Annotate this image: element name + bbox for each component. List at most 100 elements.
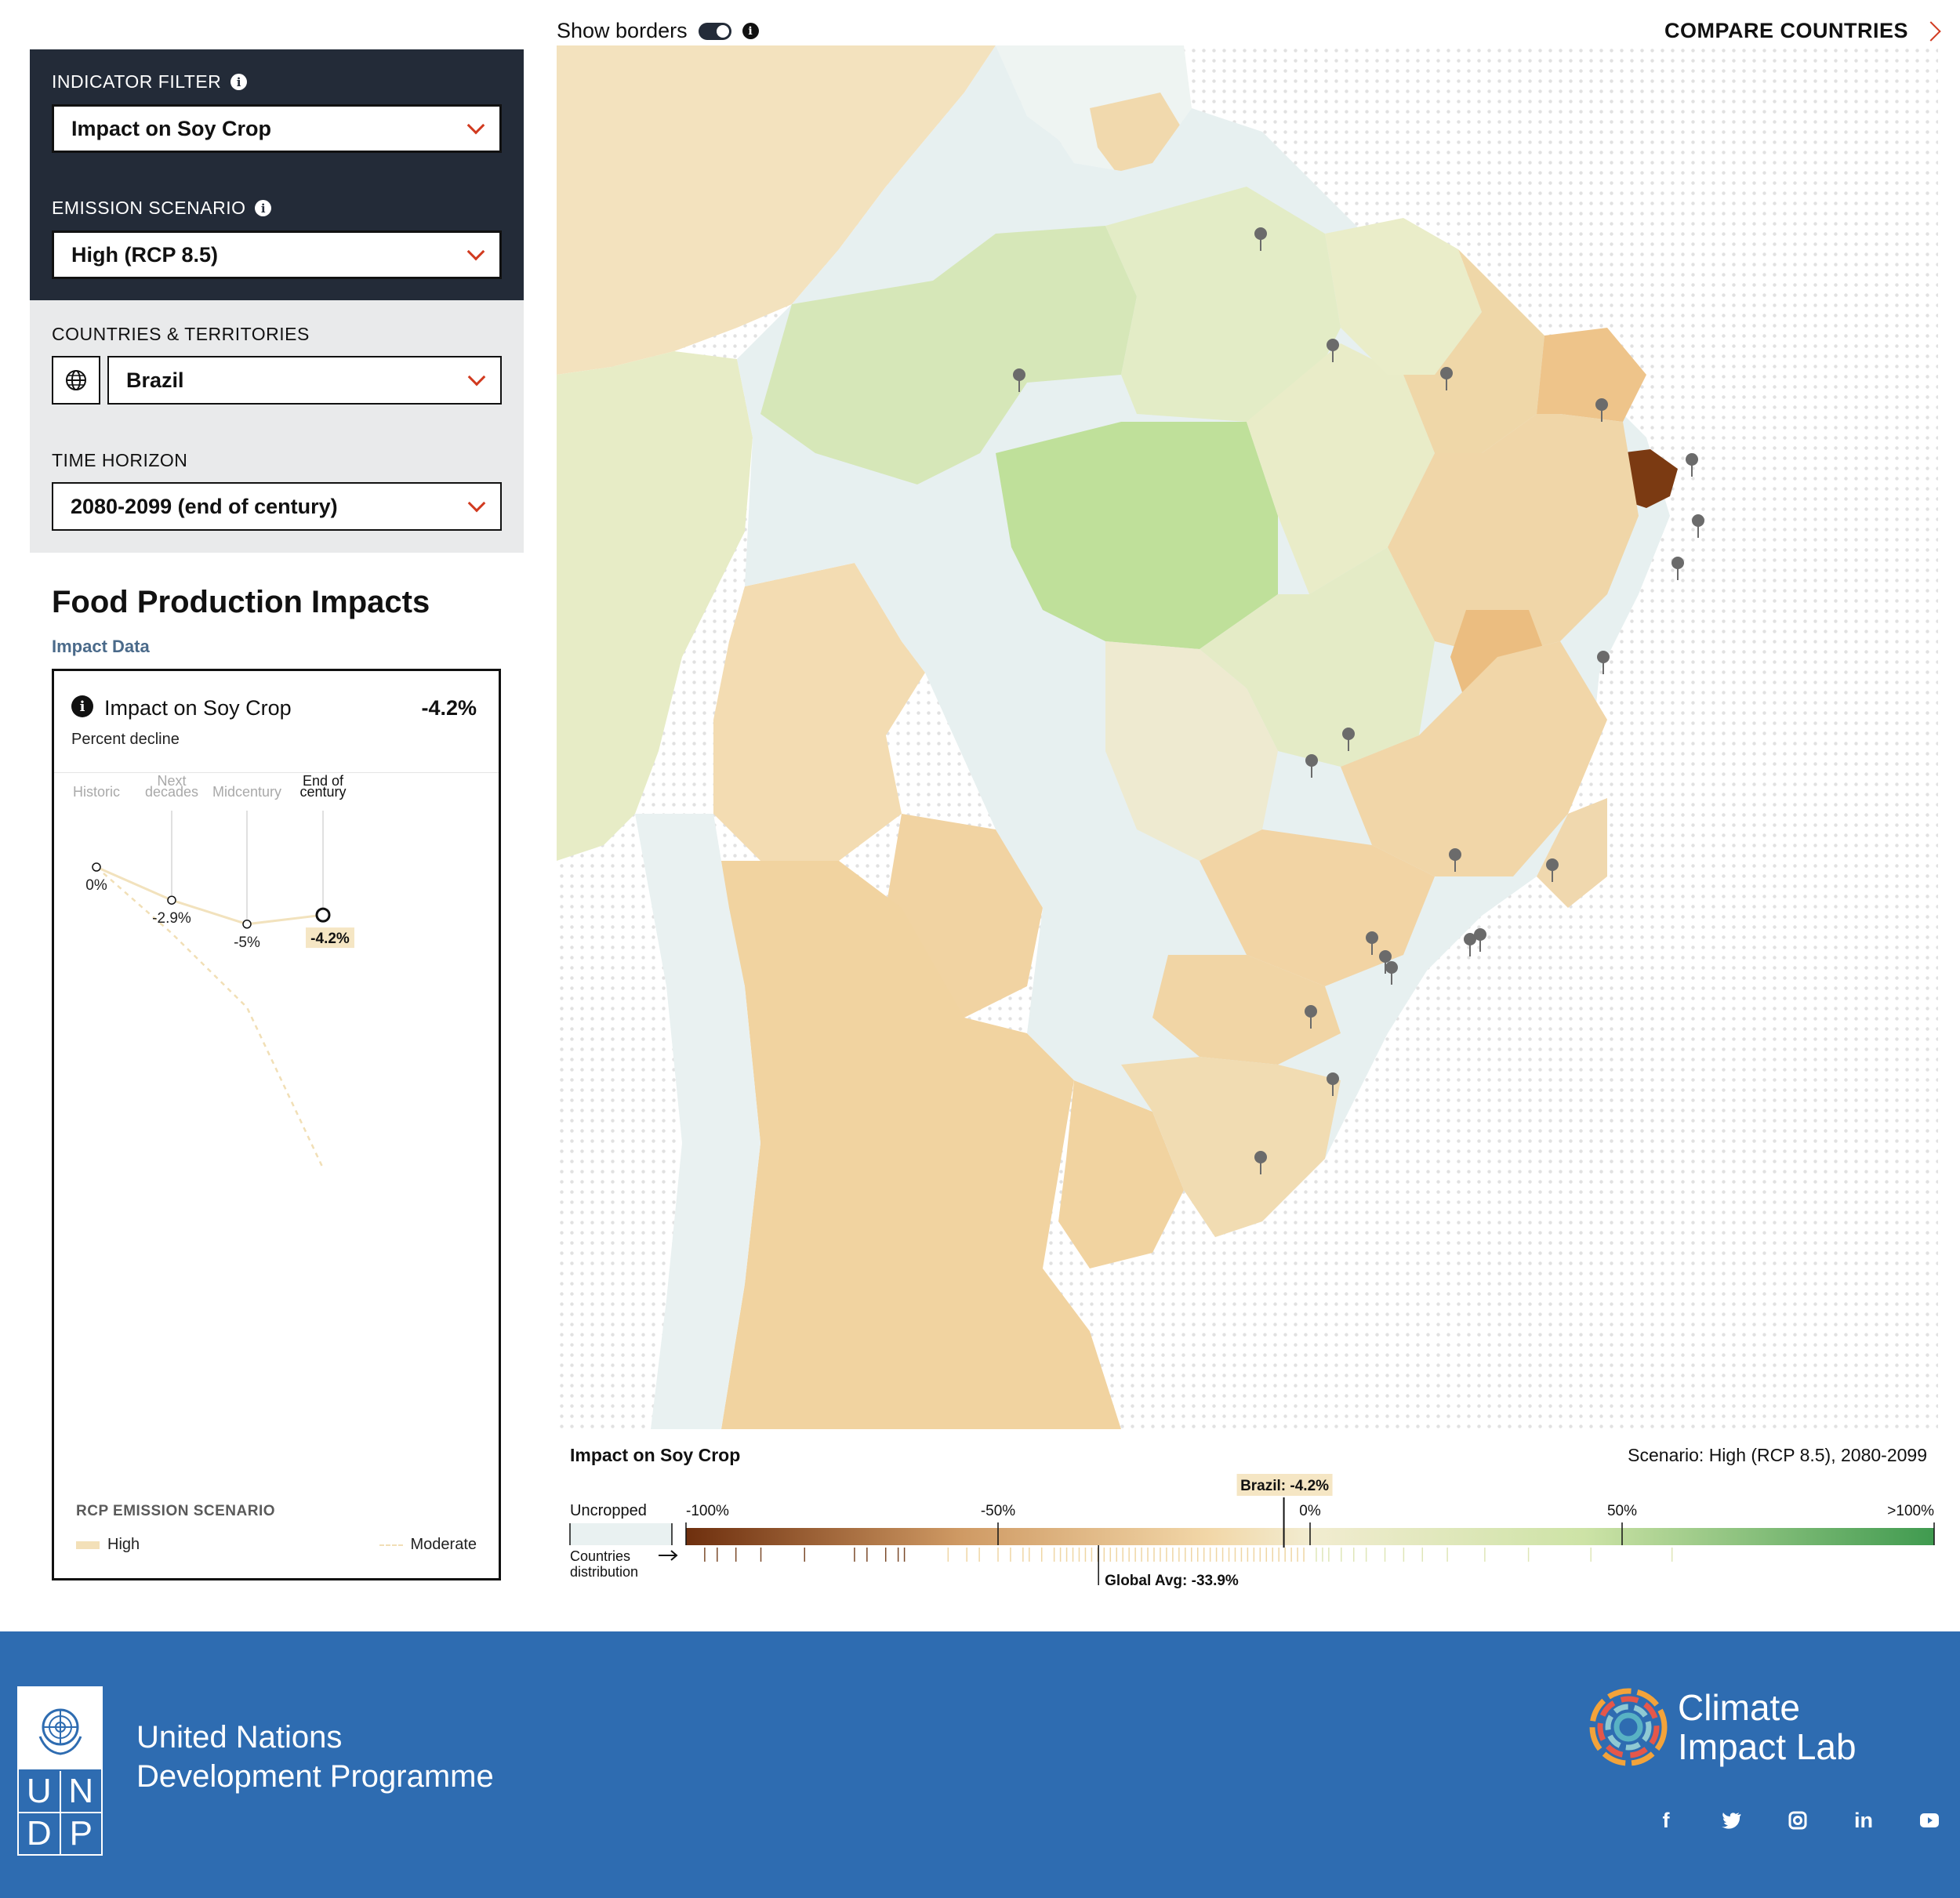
map-pin[interactable] [1254,1151,1267,1174]
impact-card-header: i Impact on Soy Crop -4.2% Percent decli… [54,671,499,773]
period-label: Next [157,773,186,789]
footer: U N D P United Nations Development Progr… [0,1631,1960,1898]
brazil-marker-bg [1236,1474,1333,1496]
indicator-filter-heading: INDICATOR FILTER i [52,71,248,93]
map-pin[interactable] [1013,368,1025,392]
map-region-amazonas[interactable] [760,226,1137,484]
map-pin[interactable] [1595,398,1608,422]
map-region-espirito-santo[interactable] [1537,798,1607,908]
youtube-icon[interactable] [1918,1809,1941,1832]
choropleth-map[interactable] [557,45,1938,1429]
indicator-select[interactable]: Impact on Soy Crop [52,104,502,153]
time-horizon-select[interactable]: 2080-2099 (end of century) [52,482,502,531]
compare-countries-link[interactable]: COMPARE COUNTRIES [1664,19,1941,43]
data-point[interactable] [242,920,252,929]
color-legend-title: Impact on Soy Crop [570,1445,741,1465]
data-point[interactable] [92,862,101,872]
map-pin[interactable] [1385,961,1398,985]
scale-tick-label: -50% [981,1503,1015,1519]
map-pin[interactable] [1546,858,1559,882]
undp-logo[interactable]: U N D P [17,1686,103,1856]
data-label: -4.2% [310,931,350,947]
map-region-chile[interactable] [635,814,760,1429]
map-pin[interactable] [1342,728,1355,751]
map-region-parana[interactable] [1152,955,1341,1065]
map-region-uruguay[interactable] [1058,1080,1184,1268]
period-label: Midcentury [212,784,281,800]
chevron-down-icon [466,116,485,135]
map-pins [1013,227,1704,1174]
climate-impact-lab-logo-icon[interactable] [1588,1686,1669,1768]
map-region-bolivia[interactable] [713,563,925,861]
period-label: century [299,784,346,800]
map-pin[interactable] [1366,931,1378,955]
globe-button[interactable] [52,356,100,405]
map-region-tocantins[interactable] [1247,343,1435,594]
map-svg[interactable] [557,45,1938,1429]
color-legend-scenario: Scenario: High (RCP 8.5), 2080-2099 [1628,1445,1927,1465]
climate-impact-lab-name: Climate Impact Lab [1678,1687,1857,1767]
map-pin[interactable] [1671,557,1684,580]
svg-text:distribution: distribution [570,1564,638,1580]
instagram-icon[interactable] [1786,1809,1809,1832]
map-region-piaui-ceara[interactable] [1403,249,1544,453]
chevron-right-icon [1921,20,1941,42]
linkedin-icon[interactable]: in [1854,1808,1873,1832]
period-label: decades [145,784,198,800]
map-region-rn-pb[interactable] [1537,328,1646,422]
map-region-sao-paulo[interactable] [1200,829,1435,986]
map-pin[interactable] [1327,339,1339,362]
map-region-peru-bolivia[interactable] [557,351,753,861]
map-pin[interactable] [1464,933,1476,956]
period-label: End of [303,773,344,789]
map-pin[interactable] [1379,950,1392,974]
country-select[interactable]: Brazil [107,356,502,405]
map-region-argentina[interactable] [713,861,1121,1429]
map-pin[interactable] [1327,1072,1339,1096]
emission-scenario-select[interactable]: High (RCP 8.5) [52,230,502,279]
data-label: -5% [234,934,260,951]
show-borders-control: Show borders i [557,19,759,43]
series-line-moderate [96,866,325,1169]
chevron-down-icon [467,494,486,513]
global-average-label: Global Avg: -33.9% [1105,1573,1239,1589]
value-label-bg [306,927,354,949]
scale-tick-label: -100% [686,1503,729,1519]
map-pin[interactable] [1692,514,1704,538]
map-region-minas-gerais[interactable] [1341,641,1607,876]
brazil-marker-label: Brazil: -4.2% [1240,1478,1329,1494]
map-region-rio-grande-sul[interactable] [1121,1057,1341,1237]
map-pin[interactable] [1597,651,1610,674]
map-region-venezuela[interactable] [557,45,996,375]
legend-high: High [76,1536,140,1554]
map-region-mato-grosso-sul[interactable] [1105,641,1278,861]
emission-scenario-heading: EMISSION SCENARIO i [52,198,272,219]
map-pin[interactable] [1474,928,1486,952]
map-pin[interactable] [1449,848,1461,872]
map-region-para[interactable] [1105,187,1341,422]
map-pin[interactable] [1686,453,1698,477]
show-borders-toggle[interactable] [698,22,731,40]
info-icon[interactable]: i [255,200,272,216]
impact-card-title: Impact on Soy Crop [104,696,292,720]
data-point[interactable] [315,907,331,923]
map-pin[interactable] [1440,367,1453,390]
data-point[interactable] [167,895,176,905]
info-icon[interactable]: i [71,695,93,717]
map-pin[interactable] [1305,754,1318,778]
twitter-icon[interactable] [1720,1809,1744,1832]
impact-card: i Impact on Soy Crop -4.2% Percent decli… [52,669,501,1580]
legend-high-swatch [76,1541,100,1549]
map-pin[interactable] [1254,227,1267,251]
globe-icon [66,370,86,390]
countries-heading: COUNTRIES & TERRITORIES [52,324,310,344]
info-icon[interactable]: i [230,74,248,90]
section-subtitle: Impact Data [52,637,150,656]
map-pin[interactable] [1305,1005,1317,1029]
info-icon[interactable]: i [742,23,759,39]
undp-name: United Nations Development Programme [136,1720,494,1794]
map-region-mato-grosso[interactable] [996,422,1278,649]
map-region-maranhao[interactable] [1325,218,1482,375]
facebook-icon[interactable]: f [1662,1808,1670,1832]
map-region-bahia[interactable] [1388,414,1639,657]
